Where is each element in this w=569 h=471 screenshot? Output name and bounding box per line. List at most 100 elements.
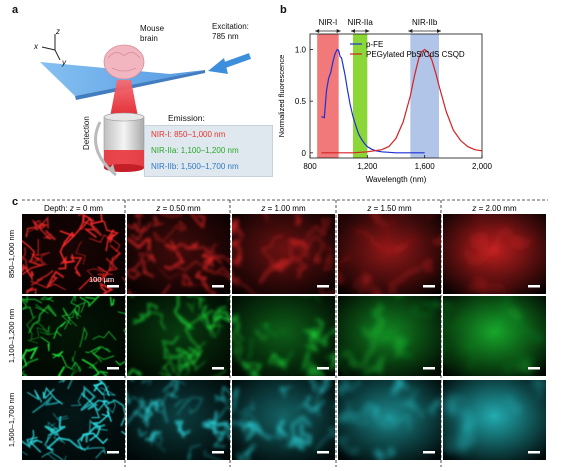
vessel	[99, 282, 114, 294]
scale-bar	[212, 367, 224, 370]
vessel	[443, 315, 467, 336]
mouse-brain-label: Mouse brain	[140, 24, 165, 43]
vessel	[341, 380, 349, 388]
vessel	[22, 346, 39, 360]
vessel	[22, 353, 27, 367]
vessel	[320, 287, 335, 294]
vessel	[159, 358, 172, 376]
vessel	[313, 252, 321, 263]
vessel	[232, 324, 244, 361]
vessel	[462, 239, 499, 265]
plot-frame	[309, 33, 483, 159]
vessel	[161, 335, 187, 359]
panel-a-letter: a	[12, 4, 19, 16]
vessel	[33, 251, 51, 266]
vessel	[405, 400, 424, 419]
vessel	[460, 407, 474, 432]
vessel	[28, 304, 57, 334]
vessel	[42, 386, 63, 405]
vessel-group	[127, 380, 230, 460]
micrograph-glow	[338, 214, 441, 294]
vessel	[537, 384, 542, 399]
vessel	[304, 395, 325, 411]
vessel	[138, 428, 148, 438]
vessel	[232, 401, 237, 413]
vessel	[57, 366, 65, 376]
vessel	[421, 258, 434, 272]
fluorescence-spectrum-chart: NIR-I NIR-IIa NIR-IIb 800 1,200 1,600 2,000 0 0.…	[277, 18, 493, 184]
vessel	[160, 214, 183, 218]
vessel	[204, 449, 220, 460]
vessel	[177, 310, 212, 328]
vessel	[208, 246, 230, 264]
vessel	[372, 285, 381, 294]
scale-bar	[212, 451, 224, 454]
vessel	[174, 420, 191, 438]
row-label-2: 1,500–1,700 nm	[7, 393, 16, 447]
vessel	[391, 380, 410, 395]
vessel	[204, 325, 217, 337]
vessel	[127, 221, 152, 232]
vessel	[338, 385, 347, 397]
vessel	[378, 327, 388, 338]
vessel-group	[127, 296, 230, 376]
vessel	[305, 218, 326, 239]
axis-z-label: z	[56, 27, 60, 36]
vessel-group	[22, 380, 125, 460]
vessel	[165, 348, 180, 358]
band-label: NIR-IIa	[347, 18, 373, 27]
y-axis-label: Normalized fluorescence	[277, 55, 286, 138]
vessel	[227, 296, 230, 303]
vessel	[359, 271, 373, 294]
vessel	[52, 350, 74, 370]
scale-bar	[317, 451, 329, 454]
vessel	[92, 346, 115, 361]
vessel	[232, 218, 244, 238]
vessel	[469, 244, 491, 259]
vessel	[201, 411, 218, 435]
vessel	[117, 311, 125, 314]
scale-bar	[528, 367, 540, 370]
vessel-group	[232, 380, 335, 460]
vessel	[296, 214, 302, 226]
scale-bar	[423, 451, 435, 454]
vessel	[201, 305, 216, 330]
vessel	[79, 326, 88, 348]
vessel	[254, 214, 269, 222]
vessel	[22, 264, 35, 282]
vessel	[349, 338, 375, 367]
vessel	[302, 325, 322, 344]
panel-a-illustration	[40, 34, 252, 177]
vessel	[375, 331, 402, 344]
vessel	[81, 358, 101, 376]
vessel	[232, 314, 240, 328]
vessel	[140, 256, 154, 278]
vessel	[232, 344, 238, 356]
y-tick-label: 0	[302, 149, 307, 158]
vessel	[322, 329, 335, 340]
emission-nir-iib: NIR-IIb: 1,500–1,700 nm	[151, 162, 239, 171]
vessel	[364, 403, 380, 418]
vessel	[325, 353, 335, 371]
band-nir-i	[317, 34, 339, 158]
vessel	[27, 429, 38, 448]
vessel-group	[232, 214, 335, 294]
vessel	[155, 434, 166, 453]
scale-bar	[107, 451, 119, 454]
vessel	[27, 327, 49, 344]
vessel	[98, 370, 109, 376]
band-label: NIR-IIb	[412, 18, 438, 27]
vessel	[100, 220, 120, 252]
vessel	[190, 214, 206, 229]
vessel	[178, 353, 190, 372]
vessel	[478, 279, 502, 293]
scale-bar	[107, 367, 119, 370]
micrograph-row1-col0	[22, 296, 125, 376]
legend-entry-0: p-FE	[366, 40, 383, 49]
vessel	[497, 296, 512, 328]
vessel	[109, 296, 115, 307]
band-label: NIR-I	[319, 18, 338, 27]
mouse-brain-icon	[103, 44, 145, 80]
vessel	[338, 363, 349, 375]
vessel	[310, 380, 316, 393]
